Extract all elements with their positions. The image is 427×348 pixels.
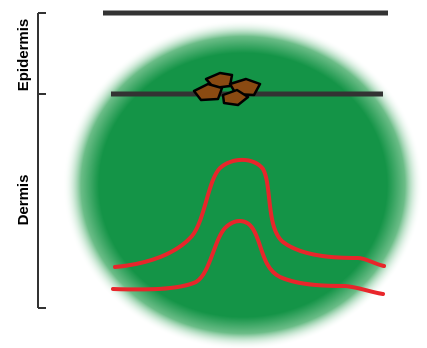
dermis-label: Dermis xyxy=(15,175,32,226)
outer-vessel xyxy=(113,157,386,269)
particle-2 xyxy=(192,82,224,102)
tissue-region xyxy=(63,20,423,348)
depth-scale xyxy=(37,12,46,309)
epidermis-label: Epidermis xyxy=(15,19,32,92)
particle-4 xyxy=(221,88,250,107)
inner-vessel xyxy=(111,219,385,296)
pigment-particles xyxy=(192,71,262,107)
